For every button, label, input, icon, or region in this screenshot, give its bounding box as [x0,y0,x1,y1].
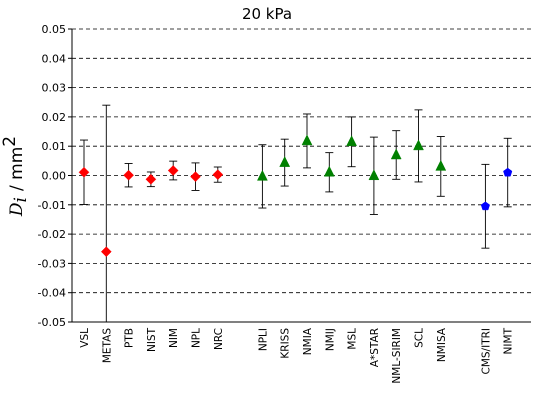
y-tick-label: -0.01 [38,199,66,212]
y-tick-label: -0.04 [38,287,66,300]
category-label: NML-SIRIM [391,328,403,384]
y-axis-label-subscript: i [11,197,31,202]
data-point-nrc [212,169,224,180]
axes [71,29,531,323]
y-tick-label: 0.02 [42,111,67,124]
data-point-kriss [279,156,291,167]
data-point-cms-itri [480,201,490,211]
data-point-nim [167,165,179,176]
category-label: NIST [146,327,158,352]
y-axis-label-unit: / mm [7,147,27,191]
y-tick-label: 0.04 [42,52,67,65]
y-tick-label: 0.05 [42,23,67,36]
y-axis-label-exponent: 2 [0,136,20,147]
y-tick-label: 0.03 [42,82,67,95]
category-label: NMISA [436,327,448,362]
data-markers [78,134,513,258]
data-point-npl [190,171,201,183]
gridlines [72,28,531,294]
y-tick-label: -0.05 [38,316,66,329]
data-point-nimt [503,167,513,177]
data-point-msl [346,135,358,147]
y-tick-label: -0.02 [38,228,66,241]
data-point-scl [413,139,424,151]
data-point-vsl [78,166,90,178]
category-label: CMS/ITRI [480,328,492,375]
y-axis-label: Di / mm2 [0,136,31,217]
data-point-metas [100,246,112,258]
error-bars [80,104,512,322]
data-point-a-star [368,169,380,181]
data-point-nmia [301,134,313,146]
category-label: KRISS [280,328,292,359]
category-label: A*STAR [369,328,381,367]
data-point-npli [256,169,268,181]
y-tick-label: 0.00 [42,170,67,183]
category-label: NRC [213,328,225,350]
category-label: NPL [191,328,203,348]
x-axis-labels: VSL METAS PTB NIST NIM NPL NRC NPLI KRISS NMIA NMI… [79,327,515,383]
y-tick-label: 0.01 [42,140,67,153]
category-label: PTB [124,328,136,348]
category-label: METAS [101,328,113,363]
category-label: NIM [168,328,180,348]
data-point-nmij [323,165,335,177]
data-point-nmisa [435,159,447,171]
data-point-nist [145,173,157,185]
category-label: NMIJ [324,328,336,351]
category-label: NIMT [503,327,515,354]
category-label: NMIA [302,327,314,355]
y-tick-label: -0.03 [38,257,66,270]
category-label: NPLI [257,328,269,351]
data-point-ptb [123,169,134,181]
y-axis-label-symbol: D [7,202,27,217]
data-point-nml-sirim [390,148,402,160]
chart-title: 20 kPa [242,5,292,23]
category-label: SCL [414,328,426,348]
y-axis-ticks: -0.05 -0.04 -0.03 -0.02 -0.01 0.00 0.01 0.02 0.0… [38,23,72,329]
category-label: VSL [79,328,91,348]
category-label: MSL [347,328,359,350]
